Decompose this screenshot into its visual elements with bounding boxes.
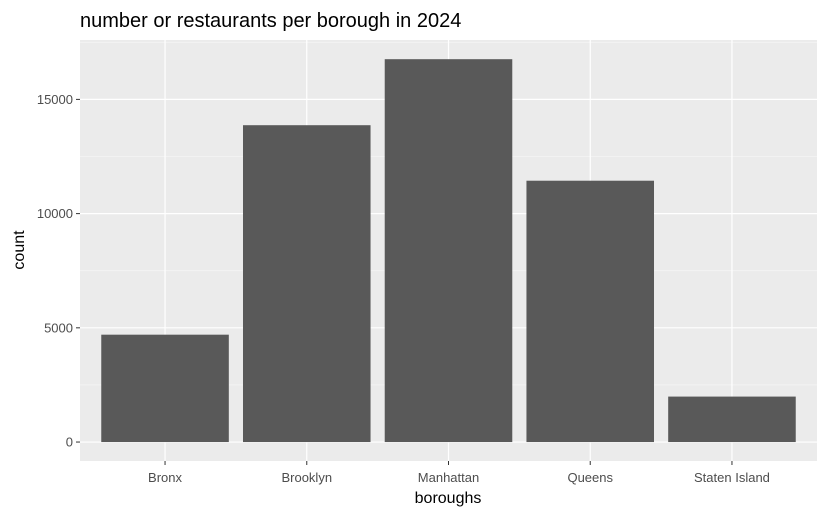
chart-title: number or restaurants per borough in 202… [80, 10, 461, 32]
bars [101, 59, 796, 443]
x-tick-label: Bronx [148, 470, 182, 485]
bar-queens [526, 180, 655, 443]
bar-bronx [101, 334, 229, 443]
x-tick-label: Manhattan [418, 470, 479, 485]
y-tick-label: 10000 [37, 206, 73, 221]
x-tick-label: Staten Island [694, 470, 770, 485]
x-axis: Bronx Brooklyn Manhattan Queens Staten Islan… [148, 461, 770, 485]
bar-brooklyn [242, 125, 371, 443]
y-axis-title: count [11, 230, 28, 270]
x-tick-label: Brooklyn [281, 470, 332, 485]
y-tick-label: 5000 [44, 320, 73, 335]
bar-staten-island [668, 396, 796, 443]
y-tick-label: 15000 [37, 92, 73, 107]
y-axis: 0 5000 10000 15000 [37, 92, 80, 450]
y-tick-label: 0 [66, 435, 73, 450]
bar-manhattan [384, 59, 513, 443]
x-tick-label: Queens [567, 470, 613, 485]
x-axis-title: boroughs [415, 490, 482, 507]
